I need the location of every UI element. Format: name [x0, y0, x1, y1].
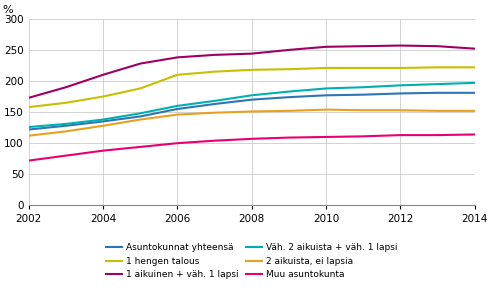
2 aikuista, ei lapsia: [63, 130, 69, 133]
Legend: Asuntokunnat yhteensä, 1 hengen talous, 1 aikuinen + väh. 1 lapsi, Väh. 2 aikuis: Asuntokunnat yhteensä, 1 hengen talous, …: [102, 240, 401, 283]
2 aikuista, ei lapsia: [175, 113, 181, 116]
Väh. 2 aikuista + väh. 1 lapsi: [63, 122, 69, 126]
Asuntokunnat yhteensä: [286, 95, 292, 99]
Asuntokunnat yhteensä: [100, 120, 106, 123]
2 aikuista, ei lapsia: [323, 108, 329, 111]
Asuntokunnat yhteensä: [137, 115, 143, 118]
1 aikuinen + väh. 1 lapsi: [137, 62, 143, 66]
Muu asuntokunta: [286, 136, 292, 140]
2 aikuista, ei lapsia: [137, 118, 143, 121]
1 aikuinen + väh. 1 lapsi: [100, 73, 106, 77]
1 hengen talous: [137, 87, 143, 90]
Muu asuntokunta: [398, 133, 403, 137]
Väh. 2 aikuista + väh. 1 lapsi: [286, 90, 292, 93]
Muu asuntokunta: [323, 135, 329, 139]
1 hengen talous: [26, 105, 31, 109]
2 aikuista, ei lapsia: [360, 108, 366, 112]
1 aikuinen + väh. 1 lapsi: [398, 44, 403, 47]
Asuntokunnat yhteensä: [398, 92, 403, 95]
2 aikuista, ei lapsia: [398, 108, 403, 112]
Muu asuntokunta: [472, 133, 478, 136]
Väh. 2 aikuista + väh. 1 lapsi: [249, 94, 255, 97]
Asuntokunnat yhteensä: [212, 102, 217, 106]
1 hengen talous: [63, 101, 69, 104]
Line: Asuntokunnat yhteensä: Asuntokunnat yhteensä: [29, 93, 475, 130]
1 aikuinen + väh. 1 lapsi: [434, 44, 440, 48]
1 hengen talous: [249, 68, 255, 72]
Muu asuntokunta: [249, 137, 255, 141]
Muu asuntokunta: [63, 154, 69, 157]
Asuntokunnat yhteensä: [63, 124, 69, 127]
Väh. 2 aikuista + väh. 1 lapsi: [26, 125, 31, 129]
1 aikuinen + väh. 1 lapsi: [212, 53, 217, 57]
Asuntokunnat yhteensä: [26, 128, 31, 131]
1 aikuinen + väh. 1 lapsi: [360, 44, 366, 48]
1 aikuinen + väh. 1 lapsi: [323, 45, 329, 49]
Väh. 2 aikuista + väh. 1 lapsi: [398, 84, 403, 87]
1 aikuinen + väh. 1 lapsi: [26, 96, 31, 100]
Väh. 2 aikuista + väh. 1 lapsi: [323, 87, 329, 90]
1 hengen talous: [398, 66, 403, 70]
Väh. 2 aikuista + väh. 1 lapsi: [137, 111, 143, 115]
Text: %: %: [2, 5, 13, 15]
Line: 1 aikuinen + väh. 1 lapsi: 1 aikuinen + väh. 1 lapsi: [29, 46, 475, 98]
1 aikuinen + väh. 1 lapsi: [286, 48, 292, 52]
2 aikuista, ei lapsia: [286, 109, 292, 113]
Väh. 2 aikuista + väh. 1 lapsi: [100, 118, 106, 121]
1 hengen talous: [286, 67, 292, 71]
1 hengen talous: [100, 95, 106, 98]
Muu asuntokunta: [360, 134, 366, 138]
2 aikuista, ei lapsia: [249, 110, 255, 113]
Muu asuntokunta: [100, 149, 106, 153]
Muu asuntokunta: [137, 145, 143, 149]
Line: Väh. 2 aikuista + väh. 1 lapsi: Väh. 2 aikuista + väh. 1 lapsi: [29, 83, 475, 127]
1 aikuinen + väh. 1 lapsi: [472, 47, 478, 50]
Line: 2 aikuista, ei lapsia: 2 aikuista, ei lapsia: [29, 110, 475, 136]
Asuntokunnat yhteensä: [472, 91, 478, 95]
Muu asuntokunta: [26, 159, 31, 162]
1 aikuinen + väh. 1 lapsi: [175, 56, 181, 59]
Line: Muu asuntokunta: Muu asuntokunta: [29, 134, 475, 161]
Väh. 2 aikuista + väh. 1 lapsi: [175, 104, 181, 108]
Muu asuntokunta: [434, 133, 440, 137]
1 hengen talous: [175, 73, 181, 77]
Väh. 2 aikuista + väh. 1 lapsi: [434, 82, 440, 86]
Asuntokunnat yhteensä: [323, 94, 329, 97]
Line: 1 hengen talous: 1 hengen talous: [29, 67, 475, 107]
Muu asuntokunta: [212, 139, 217, 143]
1 hengen talous: [434, 66, 440, 69]
Asuntokunnat yhteensä: [360, 93, 366, 97]
Väh. 2 aikuista + väh. 1 lapsi: [472, 81, 478, 85]
2 aikuista, ei lapsia: [100, 124, 106, 127]
Väh. 2 aikuista + väh. 1 lapsi: [360, 85, 366, 89]
Muu asuntokunta: [175, 141, 181, 145]
1 hengen talous: [212, 70, 217, 73]
2 aikuista, ei lapsia: [472, 109, 478, 113]
Asuntokunnat yhteensä: [175, 107, 181, 111]
1 hengen talous: [323, 66, 329, 70]
1 hengen talous: [360, 66, 366, 70]
2 aikuista, ei lapsia: [26, 134, 31, 137]
Väh. 2 aikuista + väh. 1 lapsi: [212, 99, 217, 103]
2 aikuista, ei lapsia: [212, 111, 217, 114]
2 aikuista, ei lapsia: [434, 109, 440, 113]
1 hengen talous: [472, 66, 478, 69]
1 aikuinen + väh. 1 lapsi: [63, 85, 69, 89]
1 aikuinen + väh. 1 lapsi: [249, 52, 255, 56]
Asuntokunnat yhteensä: [434, 91, 440, 95]
Asuntokunnat yhteensä: [249, 98, 255, 101]
